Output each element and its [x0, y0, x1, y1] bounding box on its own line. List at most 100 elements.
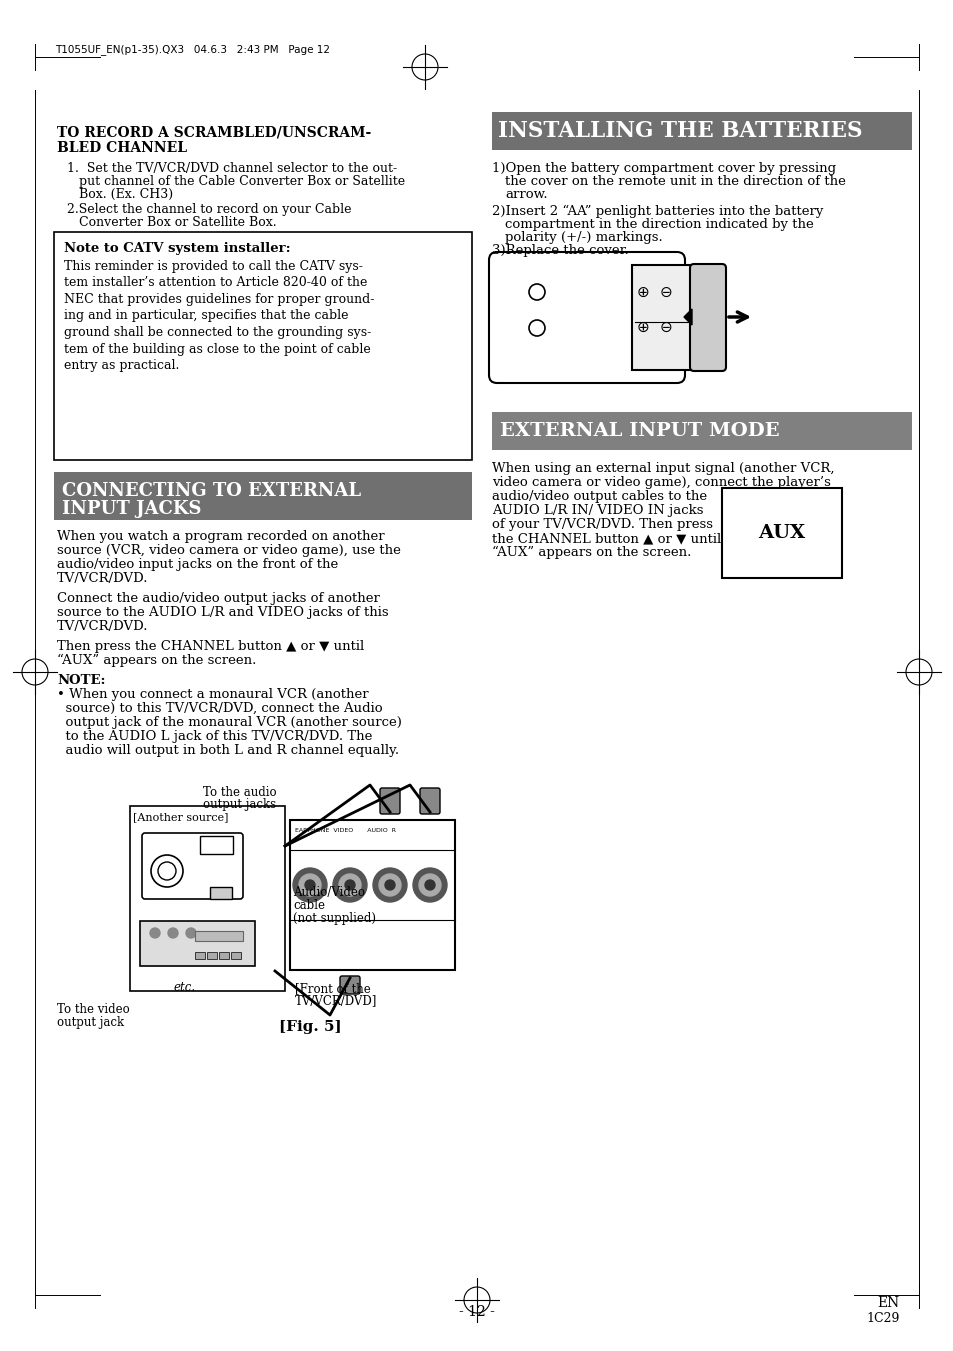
Text: NOTE:: NOTE: [57, 674, 106, 688]
Circle shape [293, 867, 327, 902]
Text: To the video: To the video [57, 1002, 130, 1016]
Circle shape [305, 880, 314, 890]
Text: • When you connect a monaural VCR (another: • When you connect a monaural VCR (anoth… [57, 688, 368, 701]
Text: cable: cable [293, 898, 325, 912]
Text: AUDIO L/R IN/ VIDEO IN jacks: AUDIO L/R IN/ VIDEO IN jacks [492, 504, 702, 517]
Text: 2.Select the channel to record on your Cable: 2.Select the channel to record on your C… [67, 203, 351, 216]
Text: the CHANNEL button ▲ or ▼ until: the CHANNEL button ▲ or ▼ until [492, 532, 720, 544]
Bar [207, 952, 216, 959]
Bar [290, 820, 455, 970]
Circle shape [338, 874, 360, 896]
Text: output jack: output jack [57, 1016, 124, 1029]
Text: video camera or video game), connect the player’s: video camera or video game), connect the… [492, 476, 830, 489]
Bar [231, 952, 241, 959]
Circle shape [168, 928, 178, 938]
Circle shape [333, 867, 367, 902]
FancyBboxPatch shape [489, 253, 684, 382]
Text: (not supplied): (not supplied) [293, 912, 375, 925]
Text: BLED CHANNEL: BLED CHANNEL [57, 141, 187, 155]
Text: Box. (Ex. CH3): Box. (Ex. CH3) [79, 188, 172, 201]
Bar [721, 488, 841, 578]
Text: output jacks: output jacks [203, 798, 276, 811]
Text: Then press the CHANNEL button ▲ or ▼ until: Then press the CHANNEL button ▲ or ▼ unt… [57, 640, 364, 653]
Text: etc.: etc. [173, 981, 196, 994]
FancyBboxPatch shape [142, 834, 243, 898]
Text: T1055UF_EN(p1-35).QX3   04.6.3   2:43 PM   Page 12: T1055UF_EN(p1-35).QX3 04.6.3 2:43 PM Pag… [55, 45, 330, 55]
Text: TO RECORD A SCRAMBLED/UNSCRAM-: TO RECORD A SCRAMBLED/UNSCRAM- [57, 126, 371, 139]
Text: “AUX” appears on the screen.: “AUX” appears on the screen. [57, 654, 256, 667]
Text: the cover on the remote unit in the direction of the: the cover on the remote unit in the dire… [504, 176, 845, 188]
Text: [Front of the: [Front of the [294, 982, 371, 994]
Text: - 12 -: - 12 - [458, 1305, 495, 1319]
Text: source to the AUDIO L/R and VIDEO jacks of this: source to the AUDIO L/R and VIDEO jacks … [57, 607, 388, 619]
Circle shape [424, 880, 435, 890]
Bar [54, 232, 472, 459]
Bar [492, 412, 911, 450]
Text: output jack of the monaural VCR (another source): output jack of the monaural VCR (another… [57, 716, 401, 730]
Text: tem installer’s attention to Article 820-40 of the: tem installer’s attention to Article 820… [64, 277, 367, 289]
Text: audio/video input jacks on the front of the: audio/video input jacks on the front of … [57, 558, 338, 571]
Text: AUX: AUX [758, 524, 804, 542]
Text: To the audio: To the audio [203, 786, 276, 798]
Bar [210, 888, 232, 898]
Text: ing and in particular, specifies that the cable: ing and in particular, specifies that th… [64, 309, 348, 323]
Text: ⊖: ⊖ [659, 285, 672, 300]
Circle shape [298, 874, 320, 896]
Text: Note to CATV system installer:: Note to CATV system installer: [64, 242, 291, 255]
Text: EN: EN [877, 1296, 899, 1310]
FancyBboxPatch shape [419, 788, 439, 815]
FancyBboxPatch shape [379, 788, 399, 815]
Text: EXTERNAL INPUT MODE: EXTERNAL INPUT MODE [499, 422, 779, 440]
Text: polarity (+/-) markings.: polarity (+/-) markings. [504, 231, 662, 245]
Text: put channel of the Cable Converter Box or Satellite: put channel of the Cable Converter Box o… [79, 176, 405, 188]
Circle shape [385, 880, 395, 890]
Text: 1)Open the battery compartment cover by pressing: 1)Open the battery compartment cover by … [492, 162, 835, 176]
Text: 2)Insert 2 “AA” penlight batteries into the battery: 2)Insert 2 “AA” penlight batteries into … [492, 205, 822, 219]
Bar [200, 836, 233, 854]
Text: 1C29: 1C29 [865, 1312, 899, 1325]
Bar [492, 112, 911, 150]
Text: [Another source]: [Another source] [132, 812, 229, 821]
Text: ⊖: ⊖ [659, 320, 672, 335]
FancyBboxPatch shape [689, 263, 725, 372]
Text: TV/VCR/DVD.: TV/VCR/DVD. [57, 571, 149, 585]
Text: Converter Box or Satellite Box.: Converter Box or Satellite Box. [79, 216, 276, 230]
Text: NEC that provides guidelines for proper ground-: NEC that provides guidelines for proper … [64, 293, 374, 305]
Text: This reminder is provided to call the CATV sys-: This reminder is provided to call the CA… [64, 259, 362, 273]
Bar [219, 952, 229, 959]
Text: Connect the audio/video output jacks of another: Connect the audio/video output jacks of … [57, 592, 379, 605]
Polygon shape [683, 309, 691, 326]
Text: EARPHONE  VIDEO       AUDIO  R: EARPHONE VIDEO AUDIO R [294, 828, 395, 834]
FancyBboxPatch shape [339, 975, 359, 994]
Text: TV/VCR/DVD.: TV/VCR/DVD. [57, 620, 149, 634]
Bar [54, 471, 472, 520]
Text: tem of the building as close to the point of cable: tem of the building as close to the poin… [64, 343, 371, 355]
Text: INPUT JACKS: INPUT JACKS [62, 500, 201, 517]
Circle shape [186, 928, 195, 938]
Text: [Fig. 5]: [Fig. 5] [278, 1020, 341, 1034]
Circle shape [373, 867, 407, 902]
Text: source) to this TV/VCR/DVD, connect the Audio: source) to this TV/VCR/DVD, connect the … [57, 703, 382, 715]
Text: Audio/Video: Audio/Video [293, 886, 365, 898]
Text: source (VCR, video camera or video game), use the: source (VCR, video camera or video game)… [57, 544, 400, 557]
Text: 1.  Set the TV/VCR/DVD channel selector to the out-: 1. Set the TV/VCR/DVD channel selector t… [67, 162, 396, 176]
Text: ⊕: ⊕ [637, 320, 649, 335]
Circle shape [150, 928, 160, 938]
Circle shape [418, 874, 440, 896]
Text: 3)Replace the cover.: 3)Replace the cover. [492, 245, 628, 257]
Bar [194, 931, 243, 942]
Text: arrow.: arrow. [504, 188, 547, 201]
Text: TV/VCR/DVD]: TV/VCR/DVD] [294, 994, 377, 1006]
Text: “AUX” appears on the screen.: “AUX” appears on the screen. [492, 546, 691, 559]
Circle shape [345, 880, 355, 890]
Text: When using an external input signal (another VCR,: When using an external input signal (ano… [492, 462, 834, 476]
Text: entry as practical.: entry as practical. [64, 359, 179, 372]
Circle shape [378, 874, 400, 896]
Circle shape [413, 867, 447, 902]
Bar [631, 265, 691, 370]
Text: ground shall be connected to the grounding sys-: ground shall be connected to the groundi… [64, 326, 371, 339]
Bar [140, 921, 254, 966]
Text: audio/video output cables to the: audio/video output cables to the [492, 490, 706, 503]
Text: INSTALLING THE BATTERIES: INSTALLING THE BATTERIES [497, 120, 862, 142]
Text: of your TV/VCR/DVD. Then press: of your TV/VCR/DVD. Then press [492, 517, 712, 531]
